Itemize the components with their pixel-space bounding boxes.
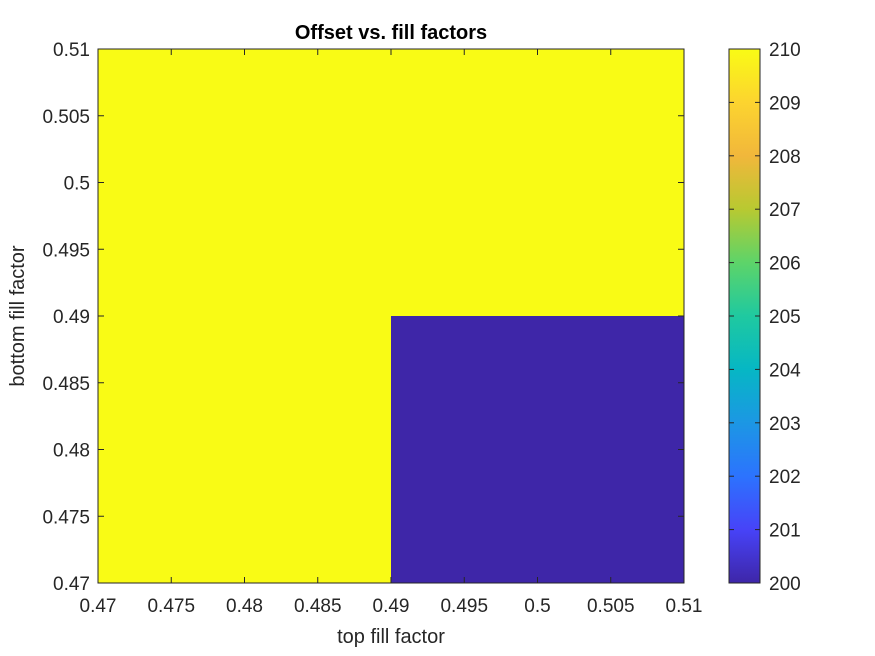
y-tick-label: 0.495 (42, 240, 90, 261)
x-tick-label: 0.505 (587, 596, 635, 617)
heatmap-cell (391, 316, 684, 583)
colorbar-scale (728, 48, 761, 584)
colorbar: 200 201 202 203 204 205 206 207 208 209 210 (728, 40, 801, 595)
x-tick-label: 0.49 (373, 596, 410, 617)
colorbar-tick-label: 203 (769, 414, 801, 435)
heatmap-cell (391, 49, 684, 316)
colorbar-tick-label: 207 (769, 200, 801, 221)
colorbar-tick-label: 205 (769, 307, 801, 328)
colorbar-tick-label: 202 (769, 467, 801, 488)
x-tick-label: 0.48 (226, 596, 263, 617)
y-tick-label: 0.51 (53, 40, 90, 61)
x-tick-label: 0.485 (294, 596, 342, 617)
x-tick-label: 0.47 (80, 596, 117, 617)
y-axis: 0.47 0.475 0.48 0.485 0.49 0.495 0.5 0.505 0.51 (42, 40, 684, 595)
colorbar-tick-label: 209 (769, 93, 801, 114)
colorbar-tick-label: 206 (769, 254, 801, 275)
y-tick-label: 0.48 (53, 441, 90, 462)
x-tick-label: 0.495 (440, 596, 488, 617)
colorbar-tick-label: 210 (769, 40, 801, 61)
colorbar-tick-label: 208 (769, 147, 801, 168)
x-tick-label: 0.51 (666, 596, 703, 617)
x-axis: 0.47 0.475 0.48 0.485 0.49 0.495 0.5 0.505 0.51 (80, 49, 703, 617)
x-axis-label: top fill factor (337, 626, 445, 648)
y-tick-label: 0.49 (53, 307, 90, 328)
colorbar-tick-label: 200 (769, 574, 801, 595)
y-tick-label: 0.47 (53, 574, 90, 595)
y-tick-label: 0.475 (42, 507, 90, 528)
chart-title: Offset vs. fill factors (295, 22, 487, 44)
y-axis-label: bottom fill factor (7, 245, 29, 387)
heatmap-cell (98, 49, 391, 316)
colorbar-tick-label: 201 (769, 521, 801, 542)
y-tick-label: 0.505 (42, 107, 90, 128)
y-tick-label: 0.5 (64, 174, 90, 195)
plot-area (97, 48, 685, 584)
x-tick-label: 0.5 (524, 596, 550, 617)
colorbar-tick-label: 204 (769, 360, 801, 381)
heatmap-cell (98, 316, 391, 583)
x-tick-label: 0.475 (147, 596, 195, 617)
y-tick-label: 0.485 (42, 374, 90, 395)
